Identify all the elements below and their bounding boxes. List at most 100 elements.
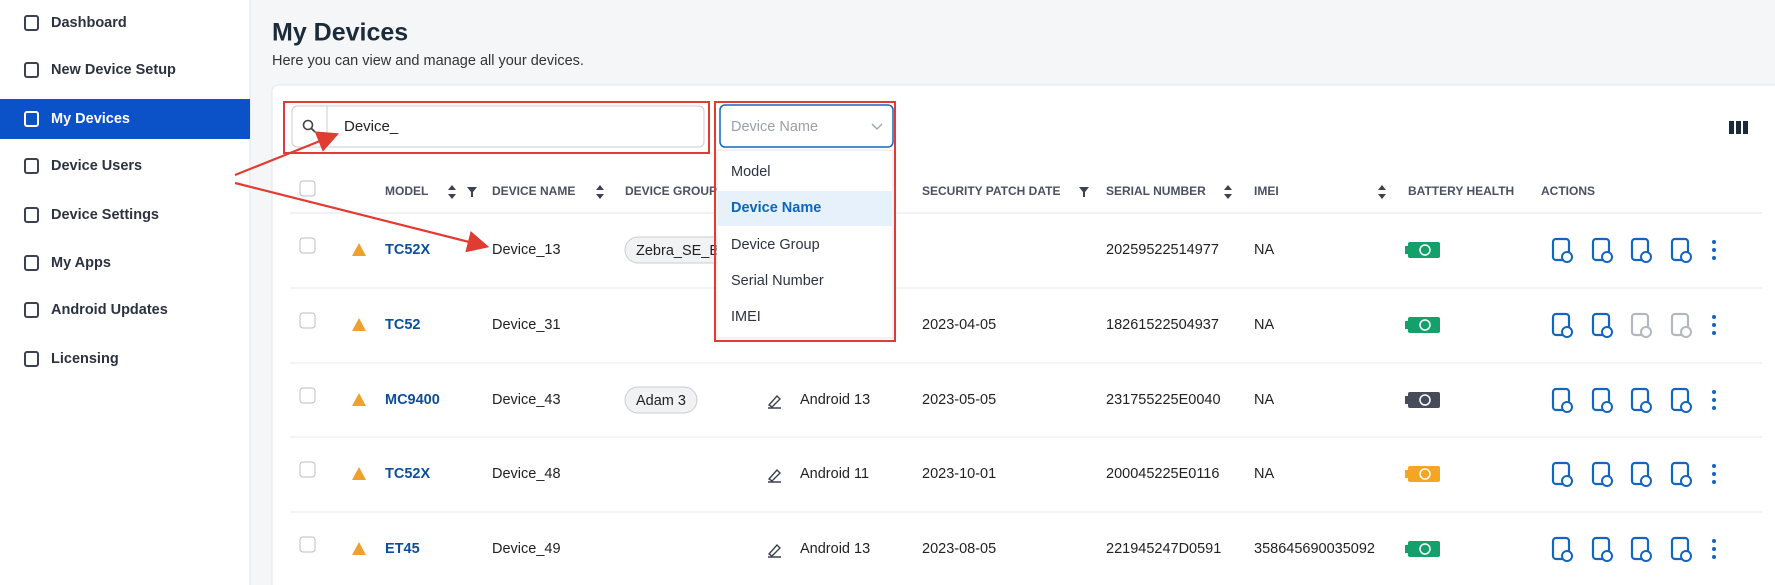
nav-item[interactable]: Device Users <box>24 158 142 174</box>
more-dot[interactable] <box>1712 472 1716 476</box>
action-icon[interactable] <box>1630 461 1652 487</box>
action-icon[interactable] <box>1591 237 1613 263</box>
nav-item[interactable]: Android Updates <box>24 302 168 318</box>
nav-icon <box>24 255 39 271</box>
action-icon-badge <box>1601 401 1613 413</box>
checkbox[interactable] <box>299 387 316 404</box>
action-icon[interactable] <box>1591 387 1613 413</box>
nav-icon <box>24 351 39 367</box>
search-box[interactable] <box>291 105 705 148</box>
action-icon-badge <box>1601 326 1613 338</box>
columns-toggle[interactable] <box>1729 121 1748 134</box>
battery-status <box>1419 394 1431 406</box>
annotation-box <box>714 101 896 342</box>
action-icon-badge <box>1680 401 1692 413</box>
edit-icon[interactable] <box>767 468 781 483</box>
search-input[interactable]: Device_ <box>344 118 399 135</box>
action-icon-body <box>1670 237 1690 262</box>
sort-icon[interactable] <box>596 185 604 199</box>
checkbox[interactable] <box>299 312 316 329</box>
page-title: My Devices <box>272 19 408 47</box>
action-icon-body <box>1591 536 1611 561</box>
model-link[interactable]: ET45 <box>385 541 420 557</box>
action-icon[interactable] <box>1630 237 1652 263</box>
nav-item[interactable]: Licensing <box>24 351 119 367</box>
warning-icon <box>352 243 366 256</box>
action-icon[interactable] <box>1551 387 1573 413</box>
more-dot[interactable] <box>1712 323 1716 327</box>
action-icon[interactable] <box>1551 312 1573 338</box>
action-icon[interactable] <box>1670 461 1692 487</box>
nav-label: Device Settings <box>51 207 159 223</box>
nav-item[interactable]: New Device Setup <box>24 62 176 78</box>
more-dot[interactable] <box>1712 480 1716 484</box>
battery-status <box>1419 244 1431 256</box>
device-name: Device_31 <box>492 317 561 333</box>
model-link[interactable]: MC9400 <box>385 392 440 408</box>
column-header: SERIAL NUMBER <box>1106 184 1206 198</box>
dropdown-panel <box>716 149 894 339</box>
action-icon[interactable] <box>1551 237 1573 263</box>
checkbox[interactable] <box>299 237 316 254</box>
dropdown-option[interactable]: Device Name <box>731 200 821 216</box>
nav-item[interactable]: Dashboard <box>24 15 127 31</box>
more-dot[interactable] <box>1712 398 1716 402</box>
nav-label: New Device Setup <box>51 62 176 78</box>
edit-icon[interactable] <box>767 543 781 558</box>
dropdown-option[interactable]: Serial Number <box>731 273 824 289</box>
more-dot[interactable] <box>1712 256 1716 260</box>
more-dot[interactable] <box>1712 406 1716 410</box>
action-icon-badge <box>1601 550 1613 562</box>
checkbox[interactable] <box>299 180 316 197</box>
model-link[interactable]: TC52 <box>385 317 420 333</box>
more-dot[interactable] <box>1712 547 1716 551</box>
edit-icon[interactable] <box>767 394 781 409</box>
annotation-arrow <box>234 181 490 253</box>
nav-item[interactable]: My Devices <box>0 99 250 139</box>
action-icon-badge <box>1680 326 1692 338</box>
more-dot[interactable] <box>1712 315 1716 319</box>
more-dot[interactable] <box>1712 240 1716 244</box>
action-icon[interactable] <box>1591 312 1613 338</box>
model-link[interactable]: TC52X <box>385 466 430 482</box>
filter-icon[interactable] <box>1079 187 1089 197</box>
action-icon[interactable] <box>1551 461 1573 487</box>
more-dot[interactable] <box>1712 248 1716 252</box>
action-icon[interactable] <box>1551 536 1573 562</box>
nav-item[interactable]: Device Settings <box>24 207 159 223</box>
action-icon[interactable] <box>1670 237 1692 263</box>
sort-icon[interactable] <box>448 185 456 199</box>
filter-icon[interactable] <box>467 187 477 197</box>
action-icon-body <box>1551 461 1571 486</box>
action-icon[interactable] <box>1591 536 1613 562</box>
checkbox[interactable] <box>299 536 316 553</box>
more-dot[interactable] <box>1712 539 1716 543</box>
more-dot[interactable] <box>1712 555 1716 559</box>
action-icon[interactable] <box>1670 536 1692 562</box>
action-icon[interactable] <box>1630 536 1652 562</box>
sort-icon[interactable] <box>1378 185 1386 199</box>
more-dot[interactable] <box>1712 390 1716 394</box>
sort-icon[interactable] <box>1224 185 1232 199</box>
dropdown-option[interactable]: IMEI <box>731 309 761 325</box>
column-header: MODEL <box>385 184 428 198</box>
imei: NA <box>1254 242 1274 258</box>
battery-status <box>1419 319 1431 331</box>
battery-tip <box>1405 246 1408 254</box>
action-icon[interactable] <box>1630 387 1652 413</box>
checkbox[interactable] <box>299 461 316 478</box>
more-dot[interactable] <box>1712 464 1716 468</box>
battery-icon <box>1408 466 1440 482</box>
action-icon[interactable] <box>1670 387 1692 413</box>
action-icon-badge <box>1640 550 1652 562</box>
action-icon-badge <box>1561 401 1573 413</box>
more-dot[interactable] <box>1712 331 1716 335</box>
action-icon[interactable] <box>1591 461 1613 487</box>
sidebar <box>0 0 250 585</box>
dropdown-option[interactable]: Model <box>731 164 771 180</box>
model-link[interactable]: TC52X <box>385 242 430 258</box>
nav-item[interactable]: My Apps <box>24 255 111 271</box>
filter-select[interactable] <box>719 104 894 148</box>
dropdown-option[interactable]: Device Group <box>731 237 820 253</box>
